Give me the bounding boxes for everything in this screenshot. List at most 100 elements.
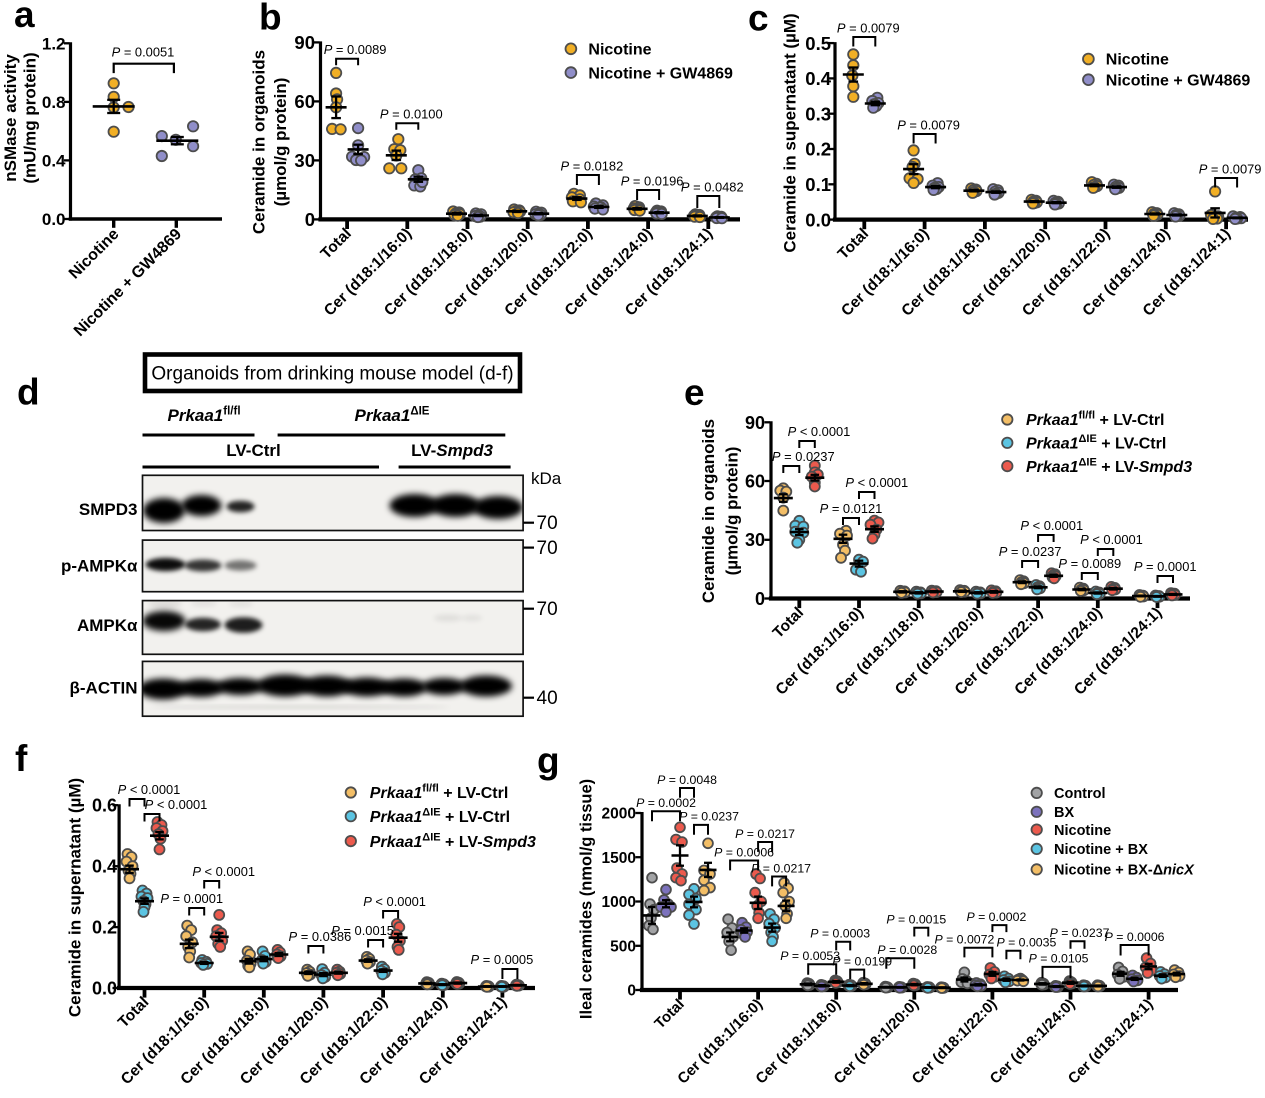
svg-text:Prkaa1fl/fl: Prkaa1fl/fl — [167, 406, 240, 426]
svg-text:0.4: 0.4 — [805, 68, 831, 89]
svg-text:P = 0.0386: P = 0.0386 — [289, 929, 352, 944]
svg-text:0.0: 0.0 — [42, 210, 66, 229]
svg-text:Ceramide in organoids: Ceramide in organoids — [249, 50, 268, 234]
svg-text:P = 0.0001: P = 0.0001 — [1134, 559, 1197, 574]
svg-text:β-ACTIN: β-ACTIN — [70, 679, 138, 698]
svg-text:Nicotine + BX-ΔnicX: Nicotine + BX-ΔnicX — [1054, 863, 1195, 879]
svg-text:Prkaa1fl/fl + LV-Ctrl: Prkaa1fl/fl + LV-Ctrl — [1026, 410, 1165, 430]
svg-text:b: b — [259, 0, 282, 38]
svg-text:60: 60 — [745, 472, 765, 492]
svg-text:0.2: 0.2 — [92, 918, 117, 938]
svg-text:P < 0.0001: P < 0.0001 — [788, 424, 851, 439]
svg-text:AMPKα: AMPKα — [77, 616, 138, 635]
svg-text:P = 0.0002: P = 0.0002 — [966, 910, 1026, 924]
svg-text:P = 0.0079: P = 0.0079 — [837, 21, 900, 36]
svg-text:LV-Ctrl: LV-Ctrl — [226, 441, 280, 460]
svg-text:90: 90 — [745, 413, 765, 433]
svg-text:c: c — [748, 0, 769, 39]
svg-text:BX: BX — [1054, 805, 1074, 821]
svg-text:0.0: 0.0 — [805, 209, 831, 230]
svg-text:Nicotine: Nicotine — [1106, 52, 1169, 69]
svg-text:P = 0.0053: P = 0.0053 — [780, 949, 840, 963]
svg-text:Ileal ceramides (nmol/g tissue: Ileal ceramides (nmol/g tissue) — [578, 779, 596, 1019]
svg-text:Prkaa1ΔIE + LV-Smpd3: Prkaa1ΔIE + LV-Smpd3 — [370, 831, 536, 851]
svg-text:P = 0.0237: P = 0.0237 — [1050, 926, 1110, 940]
svg-text:70: 70 — [537, 538, 558, 559]
svg-text:P = 0.0079: P = 0.0079 — [1199, 162, 1262, 177]
svg-text:P = 0.0015: P = 0.0015 — [886, 913, 946, 927]
svg-text:P = 0.0089: P = 0.0089 — [324, 42, 387, 57]
svg-text:kDa: kDa — [531, 469, 562, 488]
svg-text:P = 0.0105: P = 0.0105 — [1029, 952, 1089, 966]
svg-text:SMPD3: SMPD3 — [79, 500, 138, 519]
svg-text:70: 70 — [537, 513, 558, 534]
svg-text:2000: 2000 — [602, 806, 636, 823]
svg-text:0.5: 0.5 — [805, 33, 831, 54]
svg-text:f: f — [15, 738, 28, 779]
svg-text:P < 0.0001: P < 0.0001 — [845, 475, 908, 490]
svg-text:d: d — [17, 372, 40, 413]
svg-text:0.0: 0.0 — [92, 979, 117, 999]
svg-text:0.2: 0.2 — [805, 139, 831, 160]
svg-text:Nicotine + GW4869: Nicotine + GW4869 — [588, 65, 733, 82]
svg-text:P = 0.0035: P = 0.0035 — [996, 936, 1056, 950]
svg-text:P = 0.0237: P = 0.0237 — [679, 810, 739, 824]
svg-text:g: g — [537, 740, 560, 781]
svg-text:P = 0.0072: P = 0.0072 — [934, 933, 994, 947]
svg-text:Nicotine + GW4869: Nicotine + GW4869 — [1106, 72, 1251, 89]
svg-text:0.4: 0.4 — [92, 857, 117, 877]
svg-text:P < 0.0001: P < 0.0001 — [192, 864, 255, 879]
svg-text:60: 60 — [294, 91, 315, 112]
svg-text:1000: 1000 — [602, 894, 636, 911]
svg-text:30: 30 — [745, 530, 765, 550]
svg-text:Prkaa1ΔIE + LV-Smpd3: Prkaa1ΔIE + LV-Smpd3 — [1026, 456, 1192, 476]
svg-text:70: 70 — [537, 599, 558, 620]
svg-text:Nicotine: Nicotine — [1054, 823, 1111, 839]
svg-text:P = 0.0089: P = 0.0089 — [1058, 556, 1121, 571]
svg-text:90: 90 — [294, 32, 315, 53]
svg-text:P = 0.0006: P = 0.0006 — [1105, 930, 1165, 944]
svg-text:Nicotine + BX: Nicotine + BX — [1054, 842, 1148, 858]
svg-text:nSMase activity: nSMase activity — [1, 54, 20, 182]
svg-text:0: 0 — [305, 209, 315, 230]
svg-text:P = 0.0006: P = 0.0006 — [714, 845, 774, 859]
svg-text:1500: 1500 — [602, 850, 636, 867]
svg-text:Ceramide in supernatant (µM): Ceramide in supernatant (µM) — [66, 778, 85, 1017]
svg-text:a: a — [14, 0, 35, 35]
svg-text:500: 500 — [610, 938, 636, 955]
svg-text:Prkaa1ΔIE + LV-Ctrl: Prkaa1ΔIE + LV-Ctrl — [1026, 433, 1166, 453]
svg-text:30: 30 — [294, 150, 315, 171]
svg-text:P = 0.0051: P = 0.0051 — [112, 45, 175, 60]
svg-text:P = 0.0196: P = 0.0196 — [621, 174, 684, 189]
svg-text:Organoids from drinking mouse: Organoids from drinking mouse model (d-f… — [151, 364, 513, 385]
svg-text:(µmol/g protein): (µmol/g protein) — [722, 447, 741, 576]
svg-text:P = 0.0182: P = 0.0182 — [561, 159, 624, 174]
svg-text:Ceramide in supernatant (µM): Ceramide in supernatant (µM) — [781, 13, 800, 252]
svg-text:0.8: 0.8 — [42, 93, 66, 112]
svg-text:P < 0.0001: P < 0.0001 — [1080, 532, 1143, 547]
svg-text:0: 0 — [627, 983, 636, 1000]
svg-text:P = 0.0121: P = 0.0121 — [820, 501, 883, 516]
svg-text:P = 0.0217: P = 0.0217 — [735, 827, 795, 841]
svg-text:P = 0.0217: P = 0.0217 — [751, 861, 811, 875]
svg-text:P = 0.0002: P = 0.0002 — [636, 796, 696, 810]
svg-text:Nicotine: Nicotine — [588, 42, 651, 59]
svg-text:Ceramide in organoids: Ceramide in organoids — [699, 419, 718, 603]
svg-text:0.1: 0.1 — [805, 174, 831, 195]
svg-text:P < 0.0001: P < 0.0001 — [145, 797, 208, 812]
svg-text:LV-Smpd3: LV-Smpd3 — [411, 441, 493, 460]
svg-text:P = 0.0028: P = 0.0028 — [877, 943, 937, 957]
svg-text:P = 0.0005: P = 0.0005 — [471, 952, 534, 967]
svg-text:P = 0.0482: P = 0.0482 — [681, 180, 744, 195]
svg-text:P = 0.0003: P = 0.0003 — [810, 927, 870, 941]
svg-text:Control: Control — [1054, 786, 1106, 802]
svg-text:40: 40 — [537, 688, 558, 709]
svg-text:P = 0.0237: P = 0.0237 — [999, 544, 1062, 559]
svg-text:P < 0.0001: P < 0.0001 — [118, 782, 181, 797]
svg-text:Prkaa1ΔIE + LV-Ctrl: Prkaa1ΔIE + LV-Ctrl — [370, 806, 510, 826]
svg-text:P = 0.0237: P = 0.0237 — [772, 449, 835, 464]
svg-text:P = 0.0079: P = 0.0079 — [897, 118, 960, 133]
svg-text:(µmol/g protein): (µmol/g protein) — [271, 78, 290, 207]
svg-text:p-AMPKα: p-AMPKα — [61, 557, 138, 576]
svg-text:0: 0 — [755, 589, 765, 609]
